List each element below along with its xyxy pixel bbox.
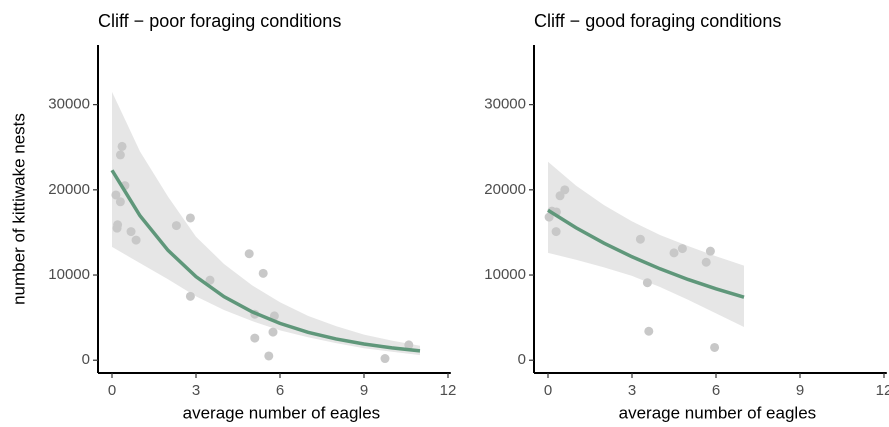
x-tick-label: 9 <box>360 382 368 399</box>
chart-title: Cliff − good foraging conditions <box>534 11 781 31</box>
x-tick-label: 6 <box>712 382 720 399</box>
x-tick-label: 12 <box>876 382 889 399</box>
data-point <box>268 327 278 337</box>
x-axis-label: average number of eagles <box>183 403 381 422</box>
data-point <box>258 268 268 278</box>
x-tick-label: 0 <box>544 382 552 399</box>
data-point <box>701 257 711 267</box>
data-point <box>677 244 687 254</box>
data-point <box>111 190 121 200</box>
x-tick-label: 3 <box>628 382 636 399</box>
data-point <box>404 340 414 350</box>
data-point <box>115 197 125 207</box>
data-point <box>635 234 645 244</box>
data-point <box>244 249 254 259</box>
x-tick-label: 0 <box>108 382 116 399</box>
x-tick-label: 6 <box>276 382 284 399</box>
fit-line <box>547 208 745 299</box>
y-tick-label: 10000 <box>48 266 90 283</box>
fit-line <box>110 169 421 353</box>
y-tick-label: 0 <box>82 351 90 368</box>
data-point <box>669 248 679 258</box>
y-tick-label: 30000 <box>484 96 526 113</box>
x-tick-label: 9 <box>796 382 804 399</box>
data-point <box>185 291 195 301</box>
data-point <box>380 354 390 364</box>
data-point <box>705 246 715 256</box>
y-tick-label: 20000 <box>484 181 526 198</box>
data-point <box>644 326 654 336</box>
data-point <box>551 227 561 237</box>
y-tick-label: 20000 <box>48 181 90 198</box>
data-point <box>171 221 181 231</box>
data-point <box>113 220 123 230</box>
x-tick-label: 3 <box>192 382 200 399</box>
data-point <box>126 227 136 237</box>
data-point <box>205 275 215 285</box>
data-point <box>117 141 127 151</box>
y-tick-label: 30000 <box>48 96 90 113</box>
data-point <box>264 351 274 361</box>
x-axis-label: average number of eagles <box>619 403 817 422</box>
data-point <box>131 235 141 245</box>
y-tick-label: 0 <box>518 351 526 368</box>
data-point <box>115 150 125 160</box>
y-axis-label: number of kittiwake nests <box>9 113 28 305</box>
data-point <box>710 342 720 352</box>
data-point <box>185 213 195 223</box>
chart-title: Cliff − poor foraging conditions <box>98 11 341 31</box>
data-point <box>642 278 652 288</box>
data-point <box>269 311 279 321</box>
confidence-band <box>548 161 744 327</box>
x-tick-label: 12 <box>440 382 457 399</box>
data-point <box>250 333 260 343</box>
confidence-band <box>112 91 420 356</box>
y-tick-label: 10000 <box>484 266 526 283</box>
data-point <box>560 185 570 195</box>
